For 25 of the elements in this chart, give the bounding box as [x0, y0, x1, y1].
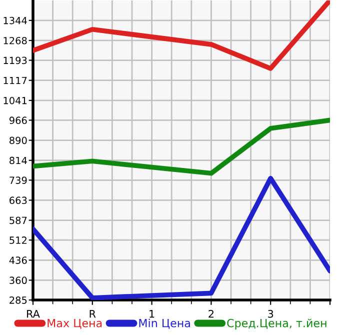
y-tick-label: 1117 [4, 76, 27, 84]
y-tick-label: 814 [10, 156, 27, 164]
y-tick-label: 436 [9, 256, 27, 264]
legend-label: Сред.Цена, т.йен [227, 318, 326, 330]
y-tick-label: 285 [10, 296, 27, 304]
x-tick-label: RA [27, 310, 40, 318]
legend-label: Min Цена [139, 318, 190, 329]
y-tick-label: 512 [10, 236, 26, 244]
legend-label: Max Цена [48, 319, 102, 329]
y-tick-label: 663 [10, 196, 27, 204]
y-tick-label: 587 [10, 216, 27, 224]
x-tick-label: R [90, 310, 96, 318]
y-tick-label: 739 [10, 176, 27, 184]
y-tick-label: 1268 [4, 36, 27, 44]
y-tick-label: 1193 [4, 56, 27, 64]
line-series [33, 118, 330, 176]
y-tick-label: 360 [10, 276, 27, 284]
y-tick-label: 966 [10, 116, 27, 124]
y-tick-label: 1041 [4, 96, 27, 104]
x-tick-label: 3 [268, 310, 274, 318]
line-series [33, 0, 330, 71]
x-tick-label: 2 [208, 310, 214, 318]
x-tick-label: 1 [150, 310, 154, 318]
y-tick-label: 1344 [4, 16, 27, 24]
y-tick-label: 890 [10, 136, 27, 144]
